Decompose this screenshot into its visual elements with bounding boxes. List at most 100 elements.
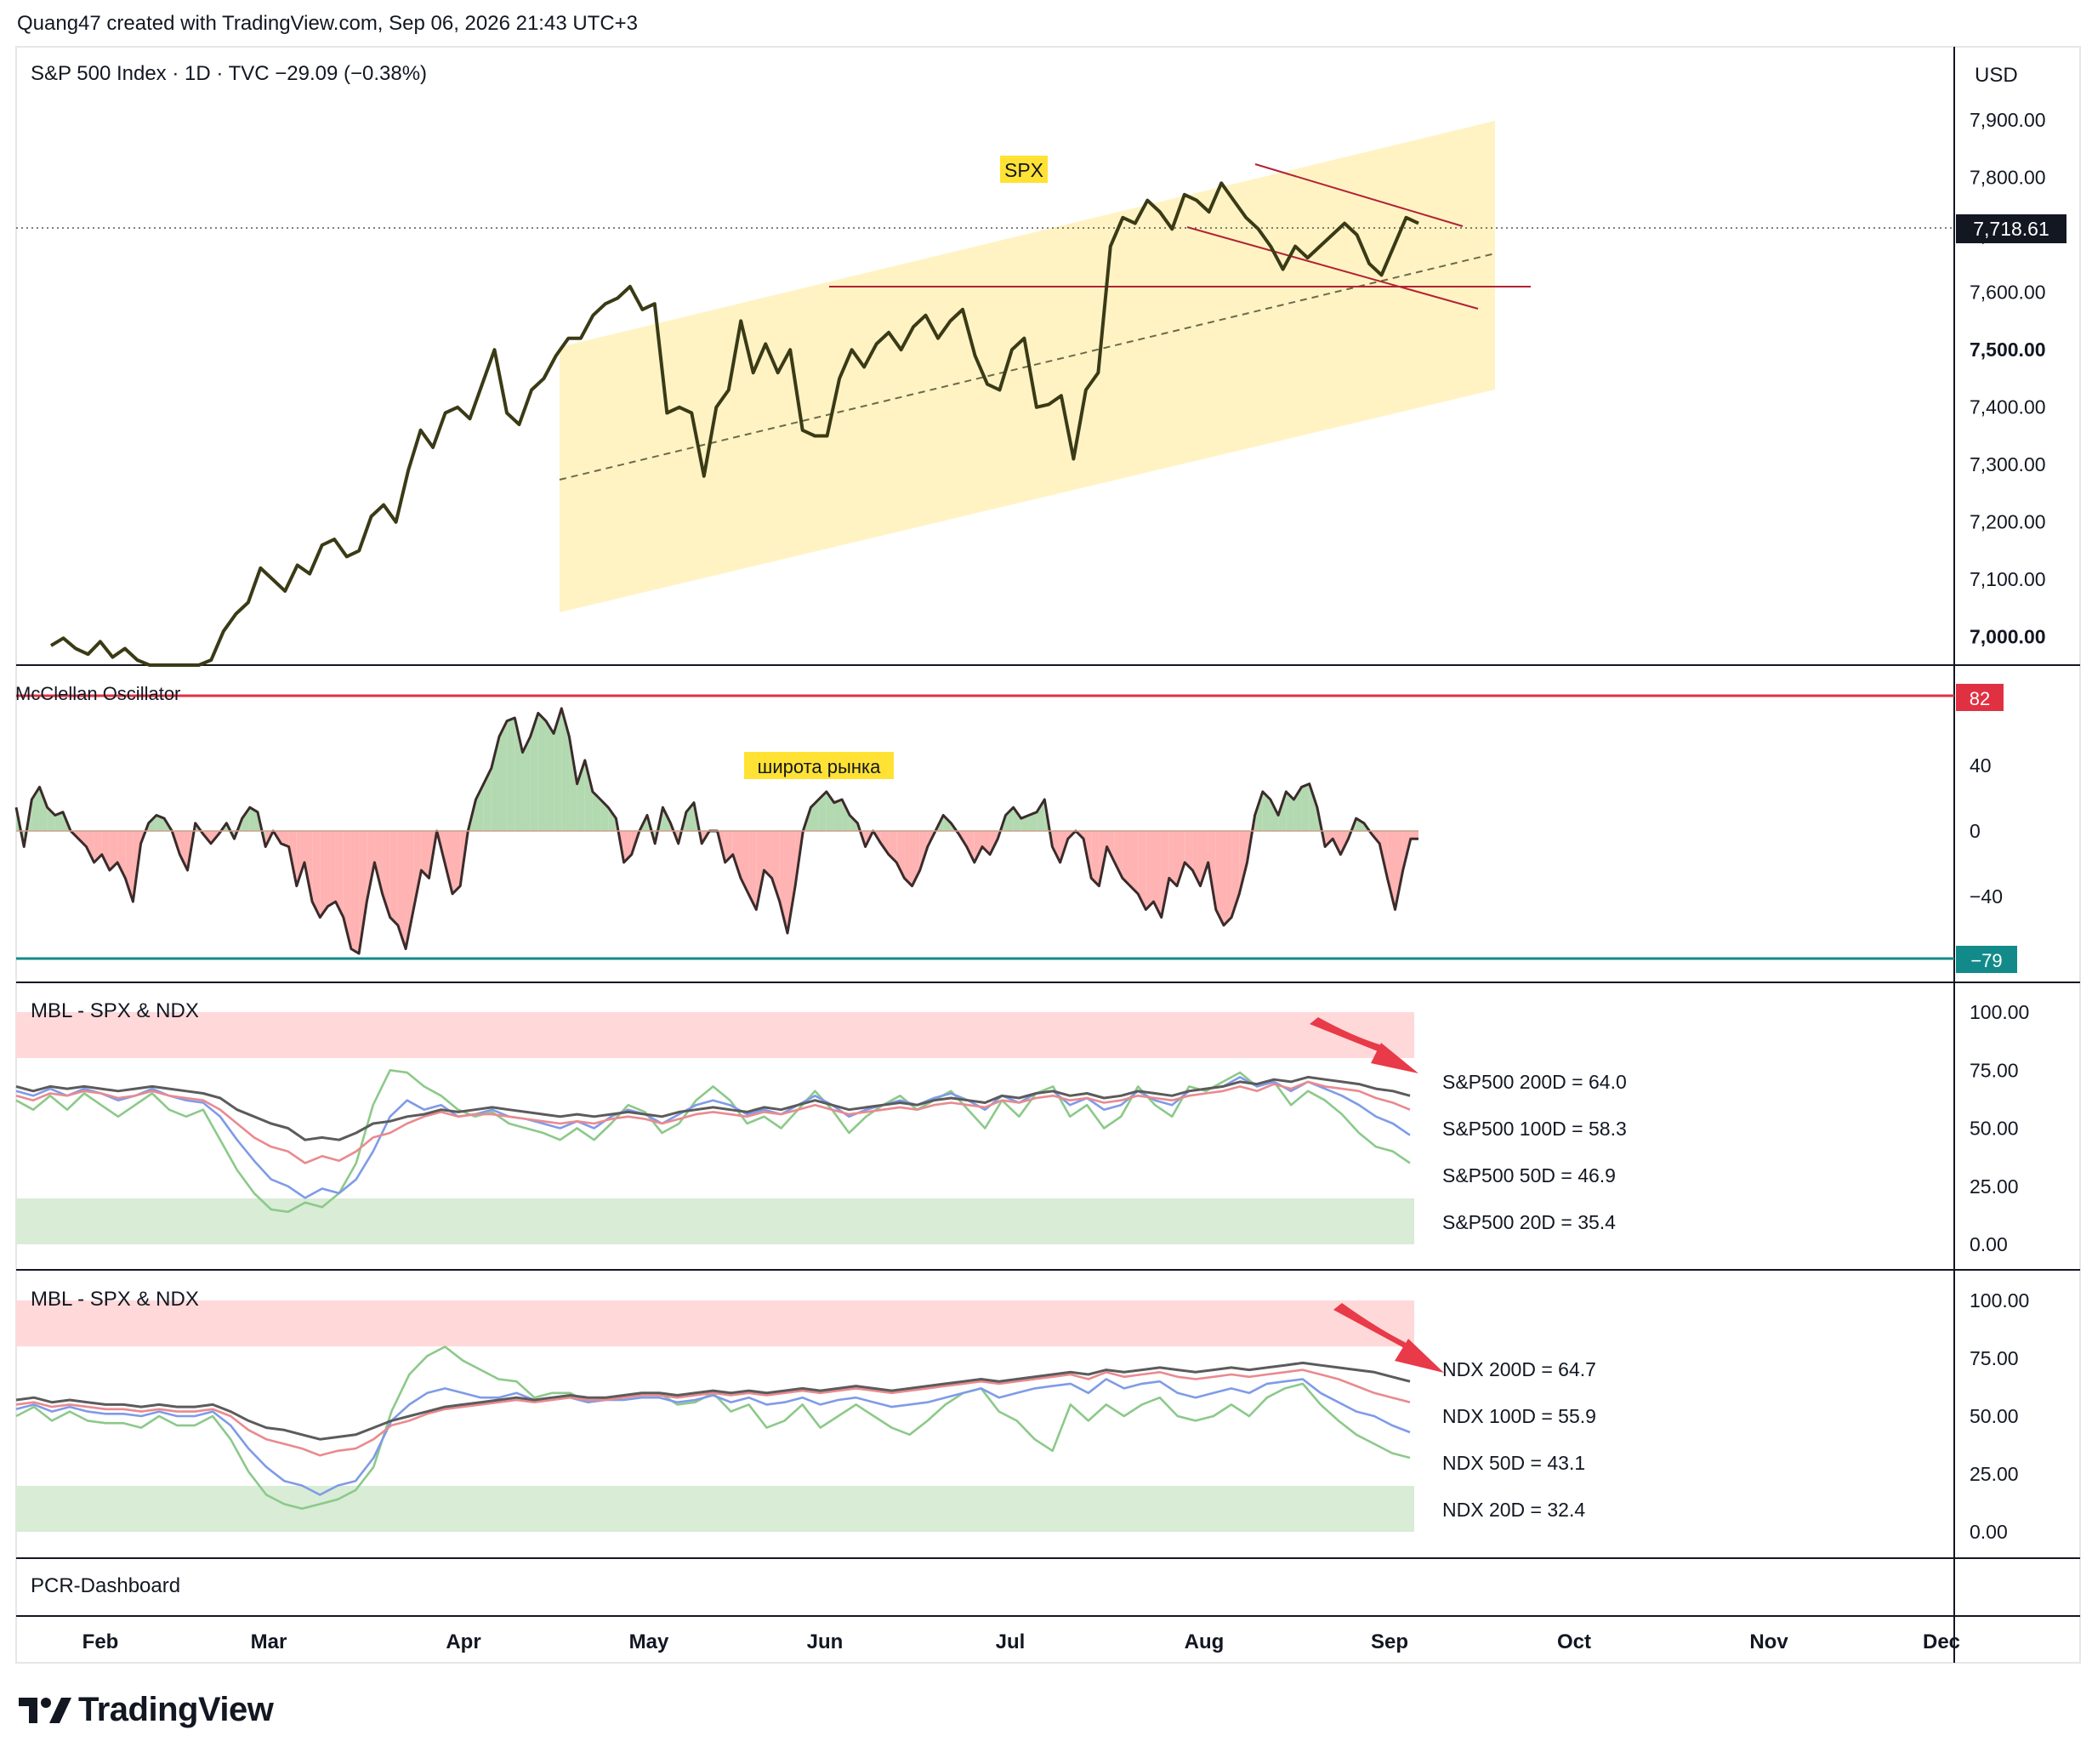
mbl-spx-pane: MBL - SPX & NDX S&P500 200D = 64.0S&P500… xyxy=(15,999,2029,1255)
mbl-ndx-title: MBL - SPX & NDX xyxy=(31,1288,199,1311)
oscillator-area-segment xyxy=(281,831,289,847)
oscillator-area-segment xyxy=(1138,831,1146,910)
oscillator-area-segment xyxy=(389,831,398,925)
oscillator-area-segment xyxy=(452,831,461,894)
mbl-series-label: S&P500 200D = 64.0 xyxy=(1442,1071,1627,1093)
mbl-series-line[interactable] xyxy=(15,1378,1411,1496)
mbl-series-label: S&P500 100D = 58.3 xyxy=(1442,1118,1627,1140)
mbl-series-line[interactable] xyxy=(15,1076,1411,1199)
oscillator-tick-label: 40 xyxy=(1970,754,1992,777)
arrow-annotation xyxy=(1310,1017,1395,1058)
month-label: May xyxy=(629,1630,669,1653)
oversold-zone xyxy=(16,1198,1414,1244)
tradingview-logo[interactable]: TradingView xyxy=(19,1691,274,1729)
mbl-series-line[interactable] xyxy=(15,1361,1411,1441)
mbl-series-line[interactable] xyxy=(15,1080,1411,1164)
oscillator-tick-label: 0 xyxy=(1970,820,1981,842)
oscillator-area-segment xyxy=(787,831,796,934)
oscillator-area-segment xyxy=(1301,783,1310,831)
price-tick-label: 7,800.00 xyxy=(1970,167,2046,189)
oscillator-area-segment xyxy=(974,831,982,862)
oscillator-area-segment xyxy=(1309,783,1317,831)
last-price-value: 7,718.61 xyxy=(1973,218,2049,240)
spx-price-series[interactable] xyxy=(49,181,1419,667)
oscillator-area-segment xyxy=(47,807,55,831)
oscillator-area-segment xyxy=(1114,831,1123,879)
oscillator-area-segment xyxy=(1395,831,1403,910)
oscillator-area-segment xyxy=(537,713,546,831)
upper-band-badge xyxy=(1956,684,2004,711)
tradingview-logo-icon xyxy=(19,1697,71,1723)
oscillator-area-segment xyxy=(421,831,429,879)
oscillator-area-segment xyxy=(740,831,749,894)
mbl-series-label: NDX 50D = 43.1 xyxy=(1442,1452,1585,1474)
month-label: Feb xyxy=(82,1630,119,1653)
oscillator-area-segment xyxy=(1387,831,1396,910)
price-tick-label: 7,500.00 xyxy=(1970,339,2046,361)
upper-band-value: 82 xyxy=(1970,688,1990,709)
mbl-series-line[interactable] xyxy=(15,1069,1411,1214)
oscillator-area-segment xyxy=(530,713,538,831)
oscillator-area-segment xyxy=(1325,831,1333,847)
oscillator-area-segment xyxy=(725,831,733,862)
last-price-badge xyxy=(1956,214,2066,243)
mbl-ndx-ticks: 100.00 75.00 50.00 25.00 0.00 xyxy=(1970,1289,2029,1543)
month-label: Oct xyxy=(1557,1630,1591,1653)
oscillator-area-segment xyxy=(554,708,562,831)
mbl-series-label: NDX 100D = 55.9 xyxy=(1442,1405,1596,1427)
oscillator-area-segment xyxy=(842,799,850,831)
oscillator-area-segment xyxy=(179,831,188,871)
spx-annotation-bg xyxy=(1000,156,1048,183)
mbl-series-line[interactable] xyxy=(15,1369,1411,1457)
currency-label[interactable]: USD xyxy=(1975,64,2018,87)
oscillator-title: McClellan Oscillator xyxy=(15,683,180,704)
lower-band-badge xyxy=(1956,946,2017,973)
oscillator-tick-label: −40 xyxy=(1970,885,2003,908)
breadth-annotation: широта рынка xyxy=(758,756,881,777)
oscillator-area-segment xyxy=(148,815,156,831)
oscillator-area-segment xyxy=(670,822,679,844)
oscillator-area-segment xyxy=(732,831,741,879)
chart-attribution: Quang47 created with TradingView.com, Se… xyxy=(17,12,639,35)
oscillator-area-segment xyxy=(413,831,422,910)
oscillator-area-segment xyxy=(367,831,375,902)
oscillator-area-segment xyxy=(296,831,304,886)
oscillator-area-segment xyxy=(1161,831,1169,918)
oscillator-area-segment xyxy=(545,720,554,831)
mbl-tick-label: 75.00 xyxy=(1970,1347,2019,1369)
month-label: Mar xyxy=(251,1630,287,1653)
oscillator-area-segment xyxy=(569,737,577,831)
lower-trendline[interactable] xyxy=(1186,226,1479,310)
oscillator-area-segment xyxy=(327,831,336,907)
oscillator-area-segment xyxy=(1122,831,1131,886)
oscillator-area-segment xyxy=(1177,831,1185,886)
oscillator-area-segment xyxy=(1153,831,1162,918)
oscillator-area-segment xyxy=(1286,791,1294,831)
price-tick-label: 7,900.00 xyxy=(1970,109,2046,131)
oscillator-area-segment xyxy=(156,815,165,831)
oscillator-area-segment xyxy=(1239,831,1248,894)
chart-frame xyxy=(15,46,2081,1664)
upper-trendline[interactable] xyxy=(1254,163,1464,227)
arrow-annotation xyxy=(1333,1303,1418,1356)
month-label: Nov xyxy=(1749,1630,1788,1653)
mbl-series-line[interactable] xyxy=(15,1075,1411,1141)
oscillator-area-segment xyxy=(810,799,819,831)
month-label: Jul xyxy=(996,1630,1026,1653)
price-tick-label: 7,200.00 xyxy=(1970,511,2046,533)
price-tick-label: 7,000.00 xyxy=(1970,626,2046,648)
oscillator-area-segment xyxy=(109,831,118,871)
oscillator-area-segment xyxy=(335,831,344,918)
overbought-zone xyxy=(16,1012,1414,1058)
mbl-series-label: NDX 200D = 64.7 xyxy=(1442,1358,1596,1380)
pcr-dashboard-title: PCR-Dashboard xyxy=(31,1574,180,1597)
oscillator-area-segment xyxy=(522,737,531,831)
oscillator-area-segment xyxy=(966,831,975,862)
oscillator-area-segment xyxy=(1052,831,1060,862)
oscillator-area-segment xyxy=(764,831,772,879)
oscillator-area-segment xyxy=(1410,831,1418,839)
oscillator-area-segment xyxy=(1106,831,1115,862)
oscillator-area-segment xyxy=(359,831,367,954)
mbl-tick-label: 75.00 xyxy=(1970,1059,2019,1081)
